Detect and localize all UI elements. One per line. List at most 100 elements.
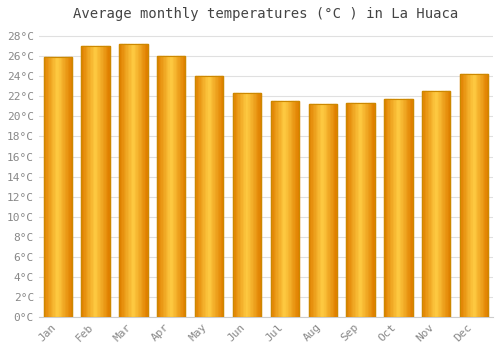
Bar xyxy=(480,74,481,317)
Bar xyxy=(252,93,254,317)
Bar xyxy=(436,91,438,317)
Bar xyxy=(448,91,449,317)
Bar xyxy=(220,76,222,317)
Bar xyxy=(126,44,128,317)
Bar xyxy=(408,99,410,317)
Bar xyxy=(435,91,436,317)
Bar xyxy=(214,76,215,317)
Bar xyxy=(422,91,424,317)
Bar xyxy=(65,57,66,317)
Bar xyxy=(298,102,299,317)
Bar xyxy=(308,104,337,317)
Bar xyxy=(356,103,358,317)
Bar xyxy=(236,93,237,317)
Bar xyxy=(172,56,174,317)
Bar xyxy=(64,57,65,317)
Bar xyxy=(392,99,394,317)
Bar xyxy=(410,99,411,317)
Bar xyxy=(87,46,88,317)
Bar xyxy=(135,44,136,317)
Bar xyxy=(366,103,368,317)
Bar xyxy=(317,104,318,317)
Bar xyxy=(359,103,360,317)
Bar xyxy=(397,99,398,317)
Bar xyxy=(204,76,205,317)
Bar xyxy=(476,74,477,317)
Bar xyxy=(170,56,172,317)
Bar xyxy=(82,46,83,317)
Bar xyxy=(106,46,107,317)
Bar xyxy=(215,76,216,317)
Bar xyxy=(482,74,484,317)
Bar xyxy=(168,56,170,317)
Bar xyxy=(142,44,144,317)
Bar xyxy=(132,44,134,317)
Bar xyxy=(288,102,289,317)
Bar xyxy=(145,44,146,317)
Bar xyxy=(326,104,327,317)
Bar xyxy=(407,99,408,317)
Bar xyxy=(62,57,64,317)
Bar xyxy=(140,44,142,317)
Bar xyxy=(400,99,402,317)
Bar xyxy=(449,91,450,317)
Bar xyxy=(160,56,162,317)
Bar xyxy=(296,102,298,317)
Bar xyxy=(177,56,178,317)
Bar xyxy=(404,99,406,317)
Bar xyxy=(218,76,219,317)
Bar xyxy=(425,91,426,317)
Bar xyxy=(92,46,94,317)
Bar xyxy=(66,57,68,317)
Bar xyxy=(352,103,354,317)
Bar xyxy=(474,74,476,317)
Bar xyxy=(429,91,430,317)
Bar xyxy=(332,104,334,317)
Bar xyxy=(202,76,203,317)
Bar xyxy=(364,103,365,317)
Bar xyxy=(120,44,122,317)
Bar xyxy=(184,56,186,317)
Bar xyxy=(48,57,49,317)
Bar xyxy=(270,102,299,317)
Bar xyxy=(308,104,310,317)
Bar xyxy=(44,57,45,317)
Bar xyxy=(139,44,140,317)
Bar xyxy=(387,99,388,317)
Bar xyxy=(100,46,102,317)
Bar xyxy=(54,57,55,317)
Bar xyxy=(199,76,200,317)
Bar xyxy=(94,46,96,317)
Bar xyxy=(119,44,148,317)
Bar xyxy=(158,56,160,317)
Bar xyxy=(432,91,434,317)
Bar xyxy=(278,102,279,317)
Bar xyxy=(256,93,257,317)
Bar xyxy=(129,44,130,317)
Bar xyxy=(166,56,167,317)
Bar xyxy=(328,104,330,317)
Bar xyxy=(402,99,404,317)
Bar xyxy=(244,93,246,317)
Bar xyxy=(276,102,278,317)
Bar xyxy=(314,104,316,317)
Bar xyxy=(234,93,235,317)
Bar xyxy=(233,93,261,317)
Bar xyxy=(182,56,184,317)
Bar xyxy=(354,103,355,317)
Bar xyxy=(260,93,261,317)
Bar xyxy=(107,46,108,317)
Bar xyxy=(157,56,158,317)
Bar xyxy=(289,102,290,317)
Bar xyxy=(82,46,110,317)
Bar xyxy=(195,76,196,317)
Bar xyxy=(336,104,337,317)
Bar xyxy=(466,74,467,317)
Bar xyxy=(55,57,56,317)
Bar xyxy=(350,103,352,317)
Bar xyxy=(258,93,260,317)
Bar xyxy=(233,93,234,317)
Bar xyxy=(411,99,412,317)
Bar xyxy=(434,91,435,317)
Bar xyxy=(181,56,182,317)
